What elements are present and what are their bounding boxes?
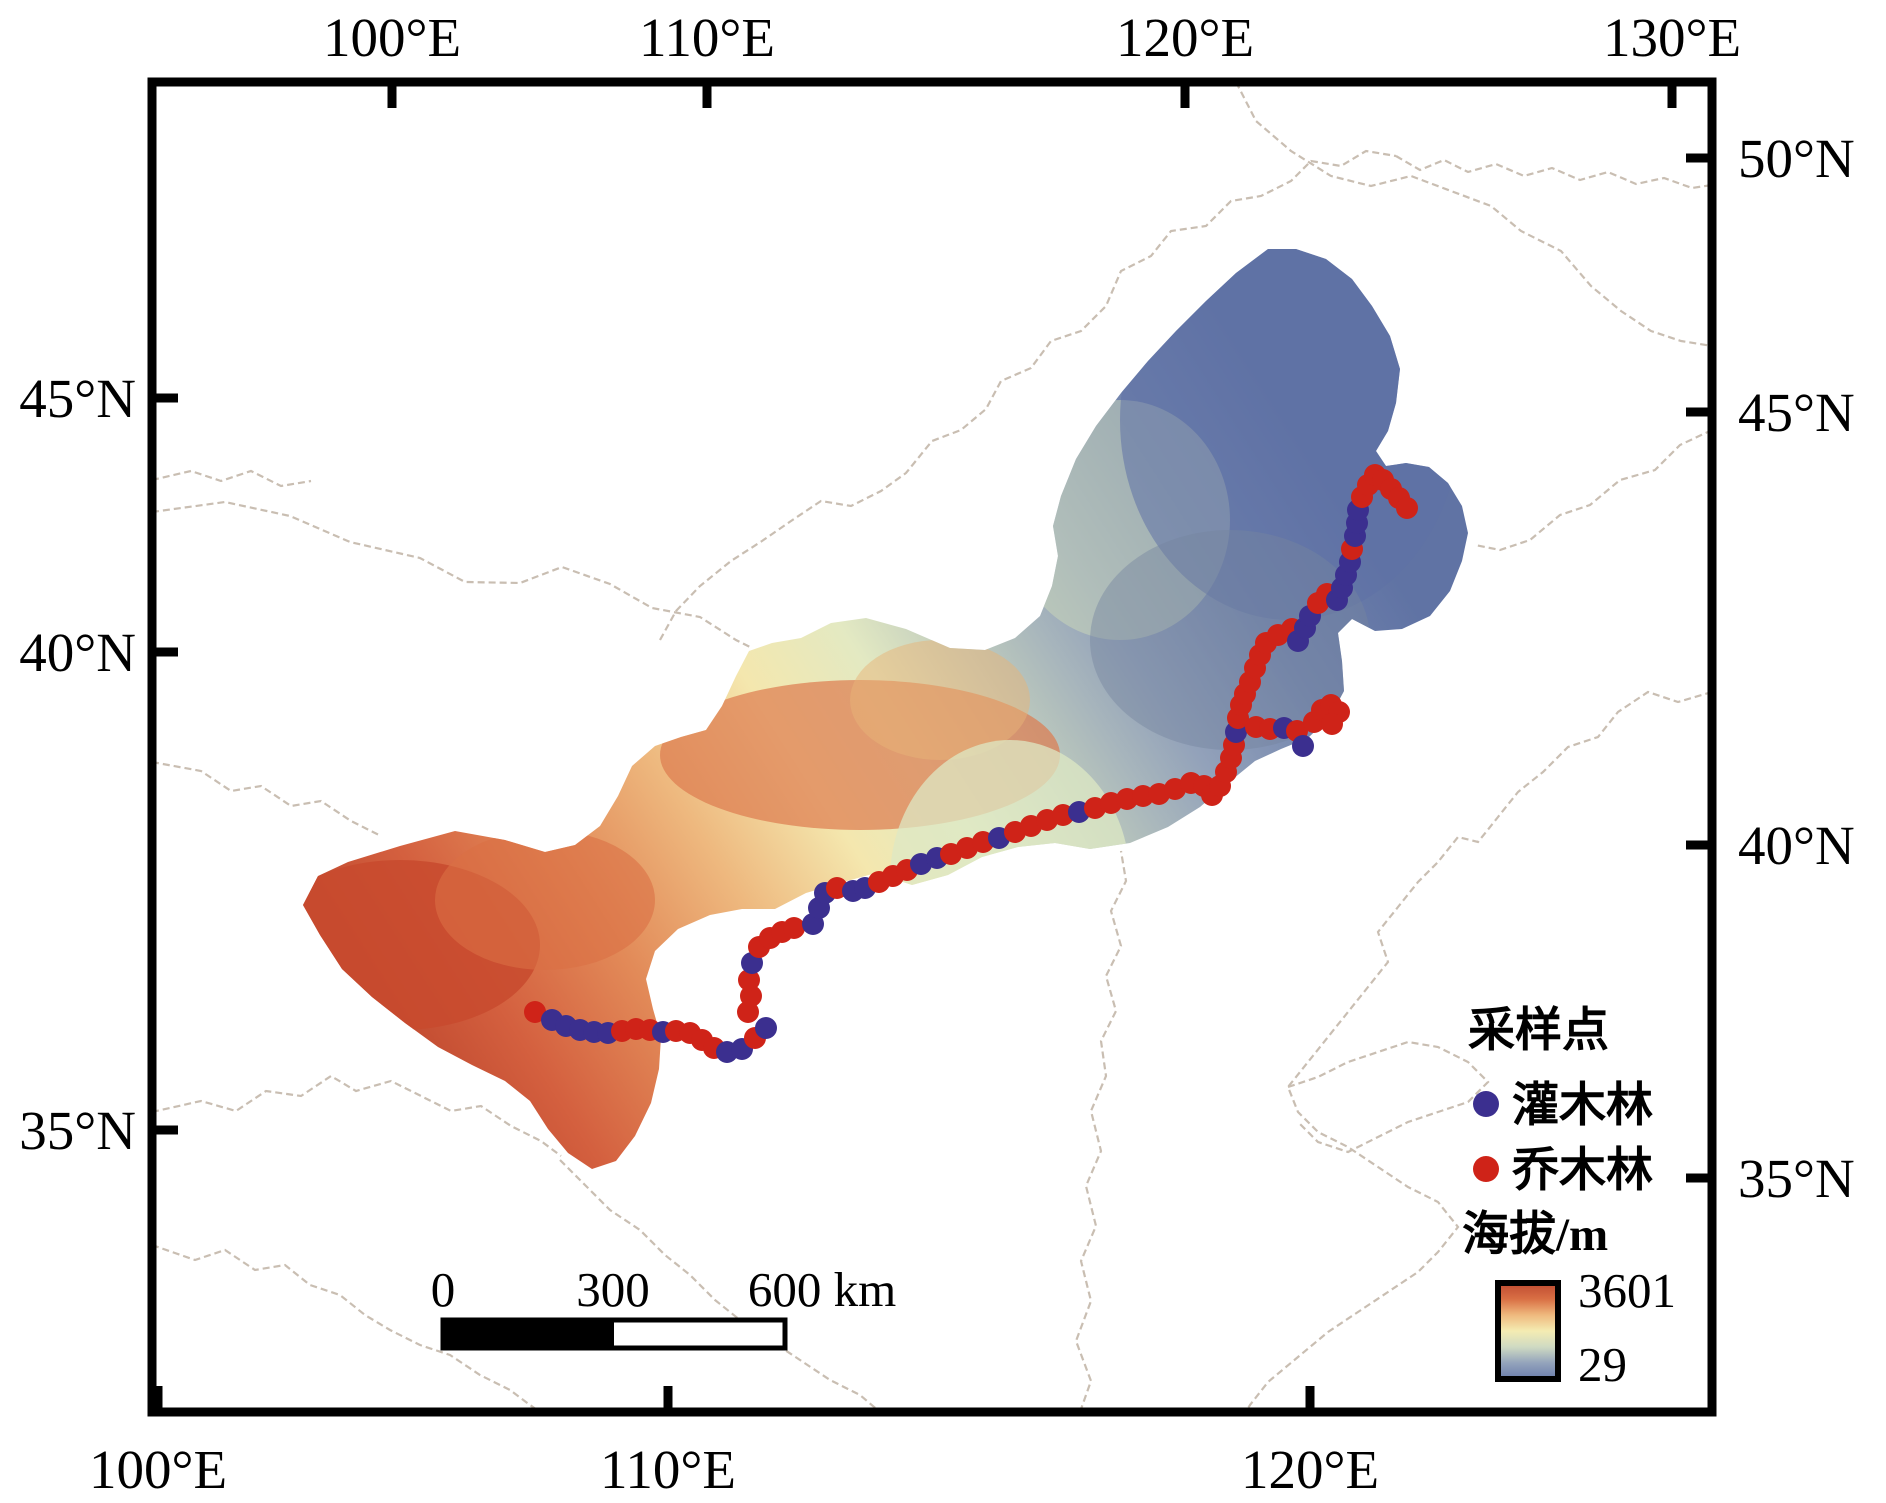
legend-arbor-dot: [1473, 1156, 1499, 1182]
terrain-patch: [850, 640, 1030, 760]
province-boundary-line: [151, 469, 312, 488]
province-boundary-line: [1474, 429, 1713, 552]
legend-shrub-label: 灌木林: [1512, 1080, 1653, 1132]
map-frame: [147, 77, 1717, 1417]
scale-label-600km: 600 km: [748, 1262, 896, 1317]
province-boundaries: [151, 81, 1713, 1413]
scale-label-0: 0: [431, 1262, 456, 1317]
terrain-patch: [1120, 249, 1460, 620]
province-boundary-line: [1245, 690, 1713, 1413]
terrain-patch: [435, 830, 655, 970]
terrain-patch: [1090, 530, 1370, 750]
colorbar-min-label: 29: [1578, 1337, 1627, 1392]
province-boundary-line: [1395, 155, 1713, 190]
axis-tick-label: 100°E: [89, 1439, 227, 1500]
axis-tick-label: 40°N: [1738, 815, 1855, 876]
axis-tick-label: 130°E: [1603, 7, 1741, 68]
sample-dot-乔木林: [1396, 497, 1418, 519]
colorbar-max-label: 3601: [1578, 1263, 1676, 1318]
sampling-points-trail: [524, 464, 1418, 1063]
scale-bar: 0 300 600 km: [431, 1262, 896, 1351]
province-boundary-line: [151, 1074, 562, 1157]
province-boundary-line: [151, 760, 382, 837]
graticule-ticks: [152, 82, 1712, 1412]
province-boundary-line: [559, 1159, 881, 1413]
scale-bar-filled-segment: [443, 1320, 614, 1348]
axis-tick-label: 35°N: [19, 1100, 136, 1161]
axis-tick-label: 45°N: [1738, 382, 1855, 443]
sample-dot-乔木林: [783, 917, 805, 939]
province-boundary-line: [659, 149, 1397, 641]
province-boundary-line: [1287, 1040, 1490, 1154]
sample-dot-灌木林: [1292, 735, 1314, 757]
sample-dot-乔木林: [740, 985, 762, 1007]
province-boundary-line: [151, 1243, 541, 1413]
province-boundary-line: [151, 500, 753, 649]
legend-shrub-dot: [1473, 1091, 1499, 1117]
sample-dot-乔木林: [1132, 785, 1154, 807]
axis-tick-label: 120°E: [1241, 1439, 1379, 1500]
axis-tick-label: 110°E: [639, 7, 775, 68]
elevation-colorbar: [1495, 1280, 1561, 1382]
sample-dot-乔木林: [1321, 713, 1343, 735]
axis-tick-label: 45°N: [19, 368, 136, 429]
axis-tick-label: 100°E: [323, 7, 461, 68]
legend: 采样点 灌木林 乔木林 海拔/m 3601 29: [1462, 1005, 1676, 1392]
axis-tick-label: 40°N: [19, 622, 136, 683]
legend-title: 采样点: [1468, 1005, 1609, 1057]
axis-tick-label: 35°N: [1738, 1148, 1855, 1209]
legend-elevation-title: 海拔/m: [1462, 1209, 1608, 1261]
legend-arbor-label: 乔木林: [1512, 1145, 1653, 1197]
sample-dot-乔木林: [738, 969, 760, 991]
terrain-shading: [303, 249, 1460, 1030]
sample-dot-灌木林: [755, 1017, 777, 1039]
axis-labels: 100°E 110°E 120°E 130°E 100°E 110°E 120°E 45°N 4…: [19, 7, 1854, 1500]
axis-tick-label: 120°E: [1116, 7, 1254, 68]
sample-dot-乔木林: [524, 1001, 546, 1023]
province-boundary-line: [1235, 81, 1713, 348]
scale-label-300: 300: [576, 1262, 650, 1317]
province-boundary-line: [1074, 850, 1128, 1413]
axis-tick-label: 50°N: [1738, 128, 1855, 189]
axis-tick-label: 110°E: [600, 1439, 736, 1500]
